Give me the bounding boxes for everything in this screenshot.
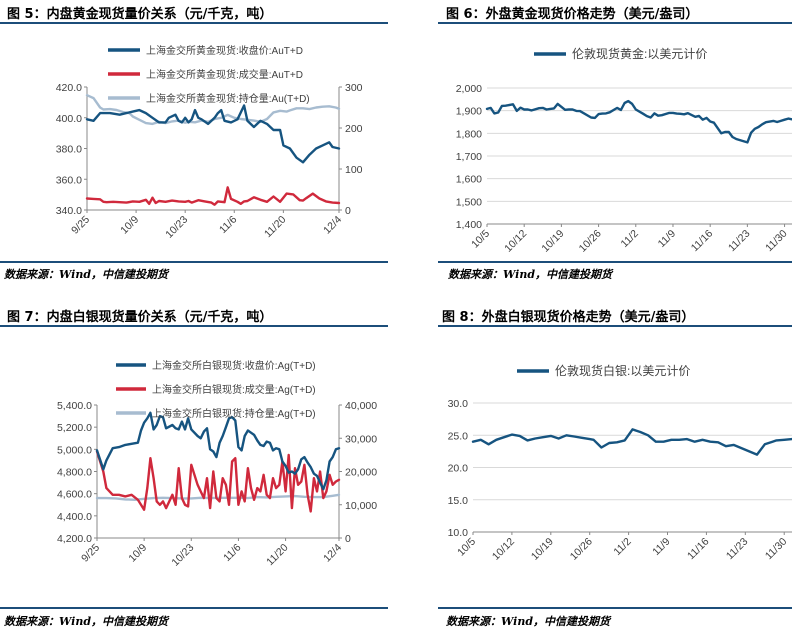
x-tick-label: 11/30: [763, 228, 790, 255]
x-tick-label: 11/6: [221, 542, 243, 564]
title-rule: [0, 22, 388, 24]
x-tick-label: 11/6: [217, 214, 239, 236]
source-note: 数据来源：Wind，中信建投期货: [4, 268, 169, 281]
y-tick-label: 400.0: [56, 113, 82, 125]
series-line: [85, 104, 341, 164]
y-tick-label: 4,800.0: [57, 467, 92, 479]
x-tick-label: 10/12: [502, 228, 529, 255]
y-tick-label: 4,200.0: [57, 533, 92, 545]
source-note: 数据来源：Wind，中信建投期货: [4, 615, 169, 628]
x-tick-label: 11/9: [656, 228, 678, 250]
y-tick-label: 1,600: [456, 174, 482, 186]
y-tick-label: 1,400: [456, 219, 482, 231]
x-tick-label: 10/9: [118, 214, 141, 237]
chart-title: 图 8：外盘白银现货价格走势（美元/盎司）: [442, 310, 695, 325]
y-tick-label: 5,200.0: [57, 422, 92, 434]
y-tick-label: 360.0: [56, 174, 82, 186]
series-line: [95, 411, 341, 491]
source-rule: [0, 607, 388, 609]
y2-tick-label: 100: [345, 164, 363, 176]
x-tick-label: 10/23: [163, 214, 190, 241]
y-tick-label: 5,400.0: [57, 400, 92, 412]
y-tick-label: 30.0: [448, 398, 469, 410]
y2-tick-label: 30,000: [345, 433, 377, 445]
title-rule: [438, 325, 792, 327]
x-tick-label: 10/9: [126, 542, 149, 565]
x-tick-label: 11/9: [650, 536, 672, 558]
x-tick-label: 10/23: [169, 542, 196, 569]
legend-label: 上海金交所黄金现货:成交量:AuT+D: [146, 68, 303, 81]
x-tick-label: 11/30: [763, 536, 790, 563]
y2-tick-label: 0: [345, 533, 351, 545]
y-tick-label: 15.0: [448, 495, 469, 507]
x-tick-label: 11/16: [689, 228, 716, 255]
y2-tick-label: 200: [345, 123, 363, 135]
x-tick-label: 10/19: [539, 228, 566, 255]
y-tick-label: 5,000.0: [57, 444, 92, 456]
x-tick-label: 11/2: [619, 228, 641, 250]
series-line: [471, 428, 792, 456]
x-tick-label: 11/2: [611, 536, 633, 558]
source-note: 数据来源：Wind，中信建投期货: [446, 615, 611, 628]
title-rule: [438, 22, 792, 24]
y-tick-label: 1,900: [456, 106, 482, 118]
chart-title: 图 6：外盘黄金现货价格走势（美元/盎司）: [446, 7, 699, 22]
legend-label: 伦敦现货白银:以美元计价: [555, 363, 690, 378]
source-rule: [438, 607, 792, 609]
x-tick-label: 10/12: [490, 536, 517, 563]
x-tick-label: 11/16: [685, 536, 712, 563]
y-tick-label: 4,400.0: [57, 511, 92, 523]
y2-tick-label: 20,000: [345, 467, 377, 479]
legend-label: 上海金交所黄金现货:收盘价:AuT+D: [146, 44, 303, 57]
x-tick-label: 11/20: [262, 214, 289, 241]
y-tick-label: 4,600.0: [57, 489, 92, 501]
chart-title: 图 5：内盘黄金现货量价关系（元/千克，吨）: [7, 7, 273, 22]
y-tick-label: 10.0: [448, 527, 469, 539]
x-tick-label: 10/19: [529, 536, 556, 563]
y-tick-label: 420.0: [56, 82, 82, 94]
y-tick-label: 1,700: [456, 151, 482, 163]
y2-tick-label: 40,000: [345, 400, 377, 412]
title-rule: [0, 325, 388, 327]
y2-tick-label: 300: [345, 82, 363, 94]
legend-label: 上海金交所白银现货:收盘价:Ag(T+D): [152, 359, 316, 372]
source-note: 数据来源：Wind，中信建投期货: [448, 268, 613, 281]
x-tick-label: 11/23: [726, 228, 753, 255]
legend-label: 伦敦现货黄金:以美元计价: [572, 46, 707, 61]
x-tick-label: 12/4: [321, 214, 344, 237]
y-tick-label: 1,800: [456, 128, 482, 140]
y2-tick-label: 0: [345, 205, 351, 217]
y-tick-label: 1,500: [456, 196, 482, 208]
x-tick-label: 11/23: [724, 536, 751, 563]
x-tick-label: 10/26: [577, 228, 604, 255]
y-tick-label: 25.0: [448, 430, 469, 442]
series-line: [485, 99, 792, 144]
y-tick-label: 380.0: [56, 144, 82, 156]
source-rule: [438, 261, 792, 263]
chart-figure-7: 5,400.0 5,200.0 5,000.0 4,800.0 4,600.0 4,400…: [57, 359, 377, 569]
x-tick-label: 11/20: [264, 542, 291, 569]
x-tick-label: 10/26: [568, 536, 595, 563]
y2-tick-label: 10,000: [345, 500, 377, 512]
legend-label: 上海金交所黄金现货:持仓量:Au(T+D): [146, 92, 310, 105]
source-rule: [0, 261, 388, 263]
series-line: [95, 450, 341, 513]
y-tick-label: 20.0: [448, 463, 469, 475]
chart-title: 图 7：内盘白银现货量价关系（元/千克，吨）: [7, 310, 273, 325]
series-line: [85, 186, 341, 206]
x-tick-label: 12/4: [321, 542, 344, 565]
legend-label: 上海金交所白银现货:持仓量:Ag(T+D): [152, 407, 316, 420]
y-tick-label: 340.0: [56, 205, 82, 217]
chart-figure-8: 30.025.020.015.010.010/5 10/12 10/19 10/26 1…: [448, 363, 792, 563]
legend-label: 上海金交所白银现货:成交量:Ag(T+D): [152, 383, 316, 396]
y-tick-label: 2,000: [456, 83, 482, 95]
